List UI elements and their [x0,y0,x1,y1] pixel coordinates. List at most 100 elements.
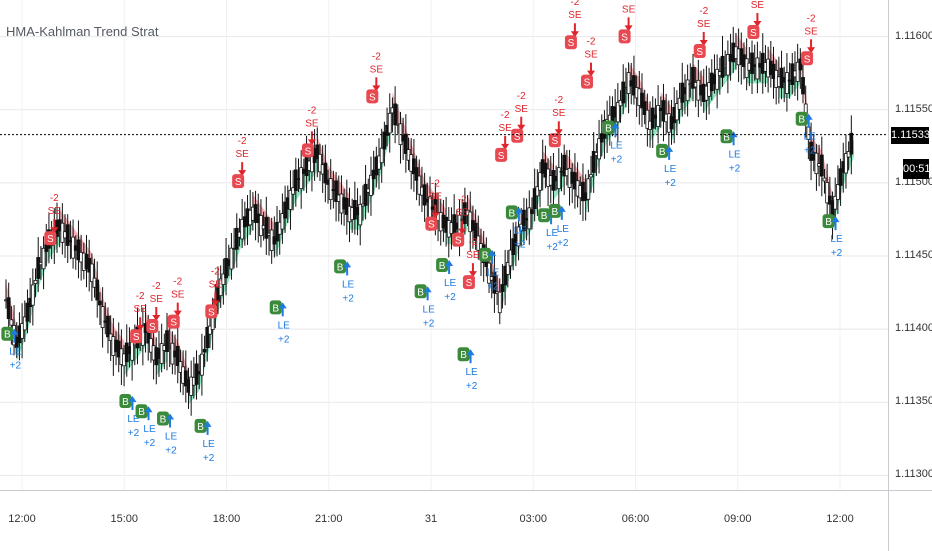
candle-body [849,132,854,155]
trade-action-label: SE [498,123,512,134]
sell-marker-letter: S [466,278,473,289]
bar-countdown: 00:51 [903,158,931,179]
trade-qty-label: +2 [546,242,558,253]
candle-body [387,112,392,134]
candle-body [224,258,228,279]
trade-action-label: SE [429,192,443,203]
candle-body [677,97,682,110]
time-tick-label: 03:00 [519,513,548,525]
candle-body [165,330,169,352]
buy-marker-icon [269,300,282,315]
candle-body [785,72,789,94]
buy-marker-icon [505,205,518,220]
candle-body [597,138,601,160]
candle-body [516,226,521,247]
sell-arrow-icon [211,292,220,307]
candle-body [685,79,690,102]
candle-body [581,181,585,202]
buy-marker-icon [414,284,427,299]
candle-body [382,131,387,150]
sell-arrow-icon [173,302,182,317]
trade-qty-label: +2 [128,428,140,439]
sell-arrow-icon [570,23,579,38]
buy-marker-letter: B [659,147,666,158]
candle-body [535,186,540,197]
trade-action-label: SE [622,4,636,15]
candle-body [798,58,803,71]
candle-body [76,239,81,261]
candle-body [556,167,561,190]
trade-action-label: SE [751,0,765,11]
sell-arrow-icon [699,31,708,46]
sell-marker-icon [301,143,314,158]
trade-qty-label: -2 [152,281,161,292]
trade-action-label: LE [9,347,22,358]
sell-marker-icon [548,133,561,148]
time-axis[interactable]: 12:00 15:00 18:00 21:00 31 03:00 06:00 09:00 12:… [0,490,888,551]
candle-body [95,279,100,301]
candle-body [508,249,513,267]
trade-qty-label: +2 [342,293,354,304]
sell-marker-icon [618,29,631,44]
candle-body [363,183,368,206]
candle-body [645,109,650,129]
sell-marker-letter: S [696,47,703,58]
trade-qty-label: -2 [807,13,816,24]
time-tick-label: 15:00 [110,513,139,525]
trade-qty-label: -2 [431,179,440,190]
candle-body [208,325,212,335]
buy-marker-letter: B [605,123,612,134]
sell-arrow-icon [458,220,467,235]
buy-marker-letter: B [439,261,446,272]
buy-marker-letter: B [482,251,489,262]
trade-action-label: LE [728,149,741,160]
candle-body [492,271,497,294]
trade-qty-label: +2 [514,239,526,250]
chart-plot-area[interactable]: B LE +2 -2 SE S B LE +2 -2 SE S B LE +2 -2 SE S B LE +2 -2 SE S… [0,0,888,490]
candle-body [825,182,830,204]
candle-body [25,302,30,322]
sell-arrow-icon [372,77,381,92]
candle-body [562,154,567,177]
sell-marker-letter: S [551,136,558,147]
candle-body [221,273,226,285]
candle-body [280,213,285,230]
buy-marker-letter: B [541,211,548,222]
sell-marker-icon [232,174,245,189]
candle-body [414,167,419,181]
trade-qty-label: -2 [699,6,708,17]
candle-body [586,178,591,200]
sell-marker-icon [462,275,475,290]
trade-qty-label: +2 [423,318,435,329]
buy-marker-letter: B [337,262,344,273]
candle-body [315,144,320,160]
candle-body [20,323,25,339]
trade-action-label: SE [209,279,223,290]
candle-body [640,92,644,109]
price-tick-label: 1.11300 [895,468,932,481]
candle-body [253,204,258,223]
time-tick-label: 12:00 [826,513,854,525]
candle-body [674,103,679,121]
sell-marker-icon [564,35,577,50]
trade-action-label: SE [235,149,249,160]
candle-body [159,343,164,364]
trade-qty-label: +2 [466,381,478,392]
trade-qty-label: +2 [10,361,22,372]
candle-body [589,174,593,178]
sell-arrow-icon [152,306,161,321]
trade-action-label: SE [697,19,711,30]
price-axis[interactable]: 1.11600 1.11550 1.11500 1.11450 1.11400 1.113… [888,0,932,490]
trade-action-label: LE [664,164,677,175]
sell-marker-letter: S [621,32,628,43]
candle-body [530,209,534,214]
buy-arrow-icon [488,249,497,264]
candle-body [632,75,636,96]
chart-title: HMA-Kahlman Trend Strat [6,24,159,39]
candle-body [827,195,832,205]
sell-marker-letter: S [568,38,575,49]
trade-qty-label: -2 [238,136,247,147]
candle-body [527,207,532,230]
candle-body [393,103,398,126]
sell-marker-icon [581,74,594,89]
